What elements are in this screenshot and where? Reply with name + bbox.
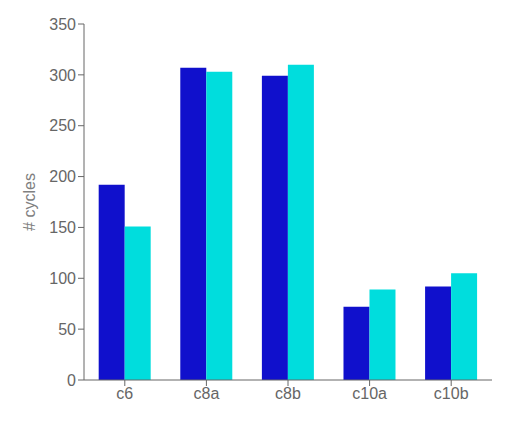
svg-text:50: 50 — [58, 321, 76, 338]
svg-text:300: 300 — [49, 67, 76, 84]
svg-text:200: 200 — [49, 168, 76, 185]
svg-text:c8a: c8a — [194, 385, 220, 402]
svg-text:c8b: c8b — [275, 385, 301, 402]
svg-text:250: 250 — [49, 117, 76, 134]
svg-text:c10a: c10a — [352, 385, 387, 402]
svg-text:# cycles: # cycles — [21, 173, 38, 231]
svg-text:c10b: c10b — [434, 385, 469, 402]
svg-text:c6: c6 — [116, 385, 133, 402]
svg-text:100: 100 — [49, 270, 76, 287]
svg-text:150: 150 — [49, 219, 76, 236]
svg-text:0: 0 — [67, 372, 76, 389]
svg-text:350: 350 — [49, 16, 76, 33]
